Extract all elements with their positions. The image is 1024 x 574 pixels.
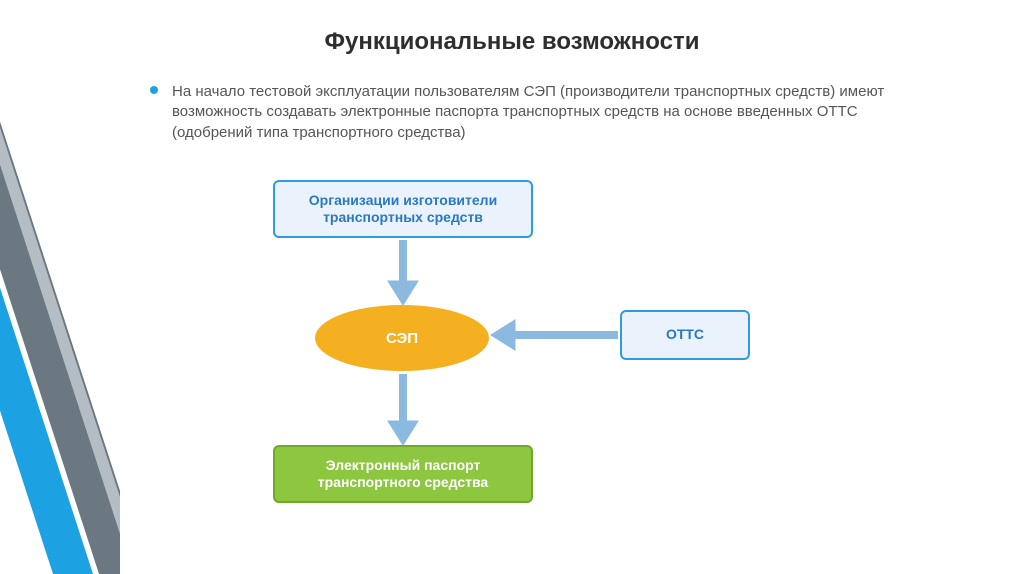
node-electronic-passport: Электронный паспорт транспортного средст… (273, 445, 533, 503)
node-label: ОТТС (666, 326, 704, 344)
node-label: Организации изготовители транспортных ср… (285, 192, 521, 227)
node-label: Электронный паспорт транспортного средст… (285, 457, 521, 492)
diagram-canvas: Организации изготовители транспортных ср… (0, 0, 1024, 574)
node-org-manufacturers: Организации изготовители транспортных ср… (273, 180, 533, 238)
node-otts: ОТТС (620, 310, 750, 360)
node-label: СЭП (386, 330, 418, 347)
node-sep: СЭП (315, 305, 489, 371)
